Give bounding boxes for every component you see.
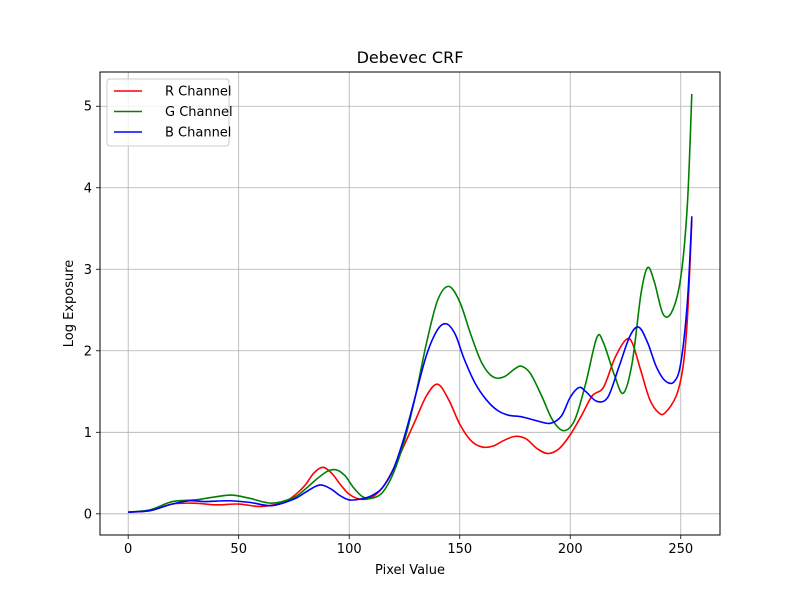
- chart-title: Debevec CRF: [357, 48, 464, 67]
- series-lines: [128, 93, 693, 513]
- x-tick-label: 50: [230, 542, 247, 557]
- y-tick-label: 4: [84, 181, 92, 196]
- series-line-b-channel: [128, 216, 693, 513]
- x-tick-label: 150: [447, 542, 472, 557]
- y-tick-label: 2: [84, 344, 92, 359]
- legend: R Channel G Channel B Channel: [106, 78, 233, 147]
- y-tick-label: 0: [84, 507, 92, 522]
- x-tick-label: 250: [668, 542, 693, 557]
- grid: [100, 72, 720, 535]
- legend-label-b-channel: B Channel: [165, 126, 231, 141]
- y-tick-label: 3: [84, 263, 92, 278]
- y-axis-label: Log Exposure: [62, 260, 77, 348]
- axis-ticks: 0 50 100 150 200 250 0 1 2 3 4 5: [84, 100, 693, 557]
- x-axis-label: Pixel Value: [375, 563, 445, 578]
- legend-box: [106, 78, 230, 147]
- legend-label-g-channel: G Channel: [165, 105, 233, 120]
- x-tick-label: 100: [337, 542, 362, 557]
- series-line-g-channel: [128, 93, 693, 513]
- plot-frame: [99, 71, 721, 536]
- y-tick-label: 5: [84, 100, 92, 115]
- legend-label-r-channel: R Channel: [165, 85, 232, 100]
- x-tick-label: 0: [124, 542, 132, 557]
- series-line-r-channel: [128, 220, 693, 513]
- x-tick-label: 200: [558, 542, 583, 557]
- y-tick-label: 1: [84, 426, 92, 441]
